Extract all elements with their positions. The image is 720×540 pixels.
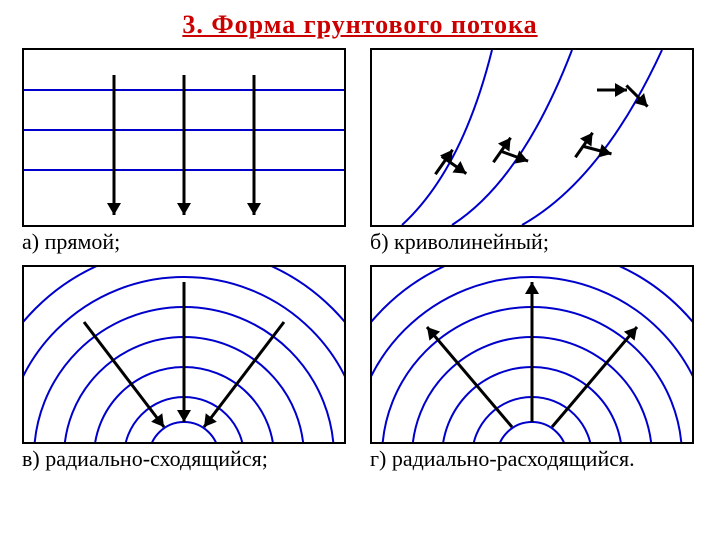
page-title: 3. Форма грунтового потока (10, 10, 710, 40)
caption-b: б) криволинейный; (370, 229, 698, 255)
caption-d: г) радиально-расходящийся. (370, 446, 698, 472)
panel-d-svg (372, 267, 692, 442)
panel-d (370, 265, 694, 444)
caption-c: в) радиально-сходящийся; (22, 446, 350, 472)
caption-a: а) прямой; (22, 229, 350, 255)
panel-c-svg (24, 267, 344, 442)
panel-a-svg (24, 50, 344, 225)
panel-b-svg (372, 50, 692, 225)
panel-b (370, 48, 694, 227)
panel-c (22, 265, 346, 444)
diagram-grid: а) прямой; б) криволинейный; в) радиальн… (10, 48, 710, 482)
panel-a (22, 48, 346, 227)
